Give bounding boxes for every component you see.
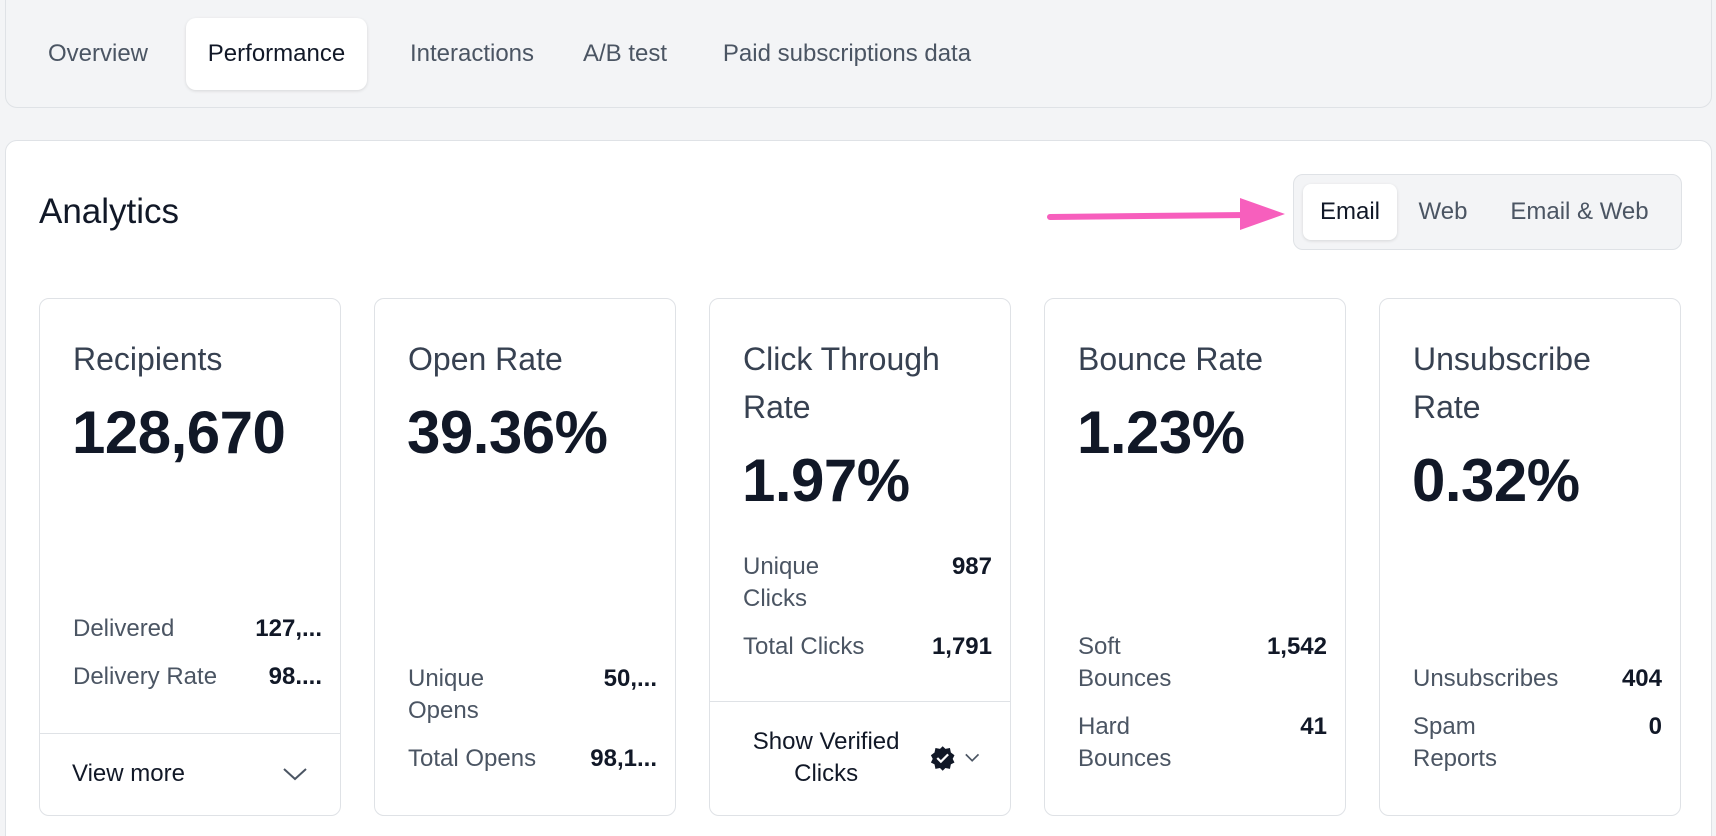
tab-overview[interactable]: Overview — [47, 40, 149, 67]
stat-row: Delivery Rate 98.... — [73, 661, 322, 693]
tab-interactions[interactable]: Interactions — [409, 40, 535, 67]
stat-label: Delivered — [73, 615, 175, 642]
tab-ab-test[interactable]: A/B test — [582, 40, 668, 67]
card-title: Click Through Rate — [743, 341, 940, 425]
card-value: 128,670 — [72, 399, 286, 466]
channel-segmented-control: Email Web Email & Web — [1293, 174, 1682, 250]
stat-row: Unique Opens 50,... — [408, 663, 657, 727]
stat-row: Spam Reports 0 — [1413, 711, 1662, 775]
stat-label: Unique Opens — [408, 665, 485, 724]
stat-value: 987 — [951, 553, 992, 580]
stat-value: 0 — [1648, 713, 1662, 740]
analytics-title: Analytics — [39, 192, 180, 231]
view-more-label: View more — [72, 760, 185, 787]
stat-value: 404 — [1621, 665, 1662, 692]
stat-row: Unique Clicks 987 — [743, 551, 992, 615]
card-title: Recipients — [73, 341, 223, 377]
verified-badge-icon — [931, 746, 955, 771]
unsubscribe-rate-card: Unsubscribe Rate 0.32% Unsubscribes 404 … — [1379, 298, 1681, 816]
stat-label: Spam Reports — [1413, 713, 1498, 772]
stat-value: 41 — [1300, 713, 1327, 740]
chevron-down-icon — [283, 768, 307, 781]
tab-paid-subscriptions-data[interactable]: Paid subscriptions data — [722, 40, 972, 67]
stat-row: Total Opens 98,1... — [408, 743, 657, 775]
recipients-card: Recipients 128,670 Delivered 127,... Del… — [39, 298, 341, 816]
annotation-arrow-icon — [1047, 198, 1285, 230]
stat-row: Total Clicks 1,791 — [743, 631, 992, 663]
stat-label: Delivery Rate — [73, 663, 218, 690]
stat-row: Soft Bounces 1,542 — [1078, 631, 1327, 695]
open-rate-card: Open Rate 39.36% Unique Opens 50,... Tot… — [374, 298, 676, 816]
stat-value: 1,791 — [931, 633, 992, 660]
card-title: Unsubscribe Rate — [1413, 341, 1591, 425]
card-title: Bounce Rate — [1078, 341, 1264, 377]
segment-web[interactable]: Web — [1418, 198, 1468, 225]
segment-email[interactable]: Email — [1303, 184, 1397, 240]
stat-value: 98.... — [268, 663, 322, 690]
card-value: 0.32% — [1412, 447, 1580, 514]
card-value: 39.36% — [407, 399, 608, 466]
segment-email-and-web[interactable]: Email & Web — [1510, 198, 1649, 225]
stat-label: Unsubscribes — [1413, 665, 1559, 692]
stat-row: Unsubscribes 404 — [1413, 663, 1662, 695]
stat-label: Total Clicks — [743, 633, 865, 660]
tab-performance[interactable]: Performance — [186, 18, 367, 90]
chevron-down-icon — [964, 753, 979, 762]
stat-row: Hard Bounces 41 — [1078, 711, 1327, 775]
show-verified-clicks-button[interactable]: Show Verified Clicks — [710, 701, 1010, 815]
stat-value: 127,... — [255, 615, 322, 642]
stat-value: 50,... — [603, 665, 657, 692]
stat-label: Hard Bounces — [1078, 713, 1172, 772]
click-through-rate-card: Click Through Rate 1.97% Unique Clicks 9… — [709, 298, 1011, 816]
view-more-button[interactable]: View more — [40, 733, 340, 815]
card-divider — [710, 701, 1010, 702]
card-divider — [40, 733, 340, 734]
bounce-rate-card: Bounce Rate 1.23% Soft Bounces 1,542 Har… — [1044, 298, 1346, 816]
card-value: 1.97% — [742, 447, 910, 514]
stat-label: Total Opens — [408, 745, 537, 772]
stat-value: 98,1... — [590, 745, 657, 772]
stat-label: Unique Clicks — [743, 553, 820, 612]
stat-row: Delivered 127,... — [73, 613, 322, 645]
card-value: 1.23% — [1077, 399, 1245, 466]
show-verified-clicks-label: Show Verified Clicks — [752, 728, 900, 787]
stat-label: Soft Bounces — [1078, 633, 1172, 692]
stat-value: 1,542 — [1266, 633, 1327, 660]
tab-bar: Overview Performance Interactions A/B te… — [5, 0, 1712, 108]
card-title: Open Rate — [408, 341, 563, 377]
